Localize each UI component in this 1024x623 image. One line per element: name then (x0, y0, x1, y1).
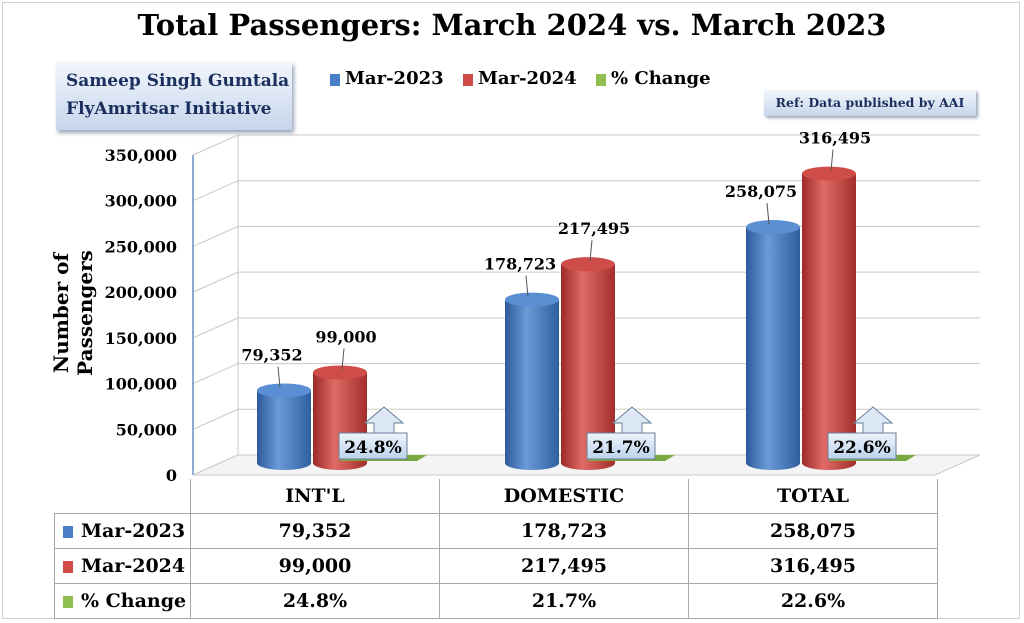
change-label: 24.8% (344, 438, 402, 458)
table-row-head: Mar-2023 (55, 514, 191, 549)
change-label: 21.7% (592, 438, 650, 458)
y-tick-label: 150,000 (105, 329, 177, 348)
y-tick-label: 300,000 (105, 192, 177, 211)
y-tick-label: 50,000 (116, 420, 177, 439)
bar-top (746, 220, 800, 234)
bar-top (313, 365, 367, 379)
change-arrow-icon (365, 407, 403, 435)
bar-mar-2023 (257, 390, 311, 470)
data-label: 258,075 (725, 182, 797, 201)
change-label: 22.6% (833, 438, 891, 458)
table-cell: 24.8% (191, 584, 440, 619)
table-cell: 316,495 (689, 549, 938, 584)
gridline (193, 181, 980, 201)
table-cell: 22.6% (689, 584, 938, 619)
table-row-head: Mar-2024 (55, 549, 191, 584)
table-row-label: Mar-2024 (81, 555, 185, 577)
table-header-domestic: DOMESTIC (440, 479, 689, 514)
table-row: Mar-2023 79,352 178,723 258,075 (55, 514, 938, 549)
bar-top (257, 383, 311, 397)
bar-top (505, 293, 559, 307)
data-label: 79,352 (241, 345, 302, 364)
y-tick-label: 200,000 (105, 283, 177, 302)
data-label: 217,495 (558, 219, 630, 238)
table-cell: 178,723 (440, 514, 689, 549)
bar-top (561, 257, 615, 271)
y-tick-label: 250,000 (105, 237, 177, 256)
y-tick-label: 350,000 (105, 146, 177, 165)
data-table: INT'L DOMESTIC TOTAL Mar-2023 79,352 178… (54, 479, 938, 619)
table-row-label: Mar-2023 (81, 520, 185, 542)
bar-mar-2023 (505, 300, 559, 470)
change-arrow-icon (854, 407, 892, 435)
table-cell: 217,495 (440, 549, 689, 584)
table-header-intl: INT'L (191, 479, 440, 514)
table-cell: 99,000 (191, 549, 440, 584)
data-label: 316,495 (799, 129, 871, 148)
table-row-label: % Change (81, 590, 186, 612)
table-swatch-mar-2023 (63, 526, 73, 538)
bar-top (802, 167, 856, 181)
table-corner (55, 479, 191, 514)
bar-mar-2023 (746, 227, 800, 470)
table-row-head: % Change (55, 584, 191, 619)
bar-mar-2024 (802, 174, 856, 470)
table-row: % Change 24.8% 21.7% 22.6% (55, 584, 938, 619)
table-header-total: TOTAL (689, 479, 938, 514)
table-swatch-mar-2024 (63, 561, 73, 573)
data-label: 99,000 (315, 327, 376, 346)
data-label: 178,723 (484, 255, 556, 274)
change-arrow-icon (613, 407, 651, 435)
table-header-row: INT'L DOMESTIC TOTAL (55, 479, 938, 514)
table-cell: 79,352 (191, 514, 440, 549)
table-cell: 21.7% (440, 584, 689, 619)
y-tick-label: 100,000 (105, 375, 177, 394)
table-row: Mar-2024 99,000 217,495 316,495 (55, 549, 938, 584)
table-swatch-change (63, 596, 73, 608)
table-cell: 258,075 (689, 514, 938, 549)
